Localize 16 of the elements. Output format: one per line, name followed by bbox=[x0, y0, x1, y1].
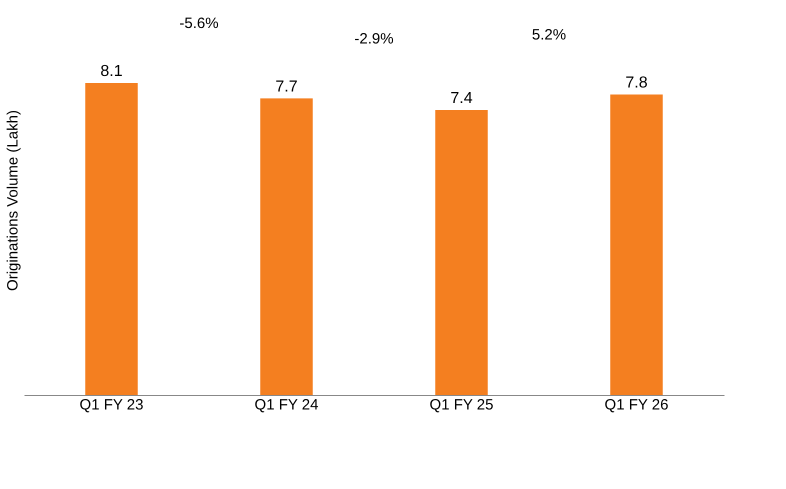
bar bbox=[435, 110, 488, 395]
data-label: 7.4 bbox=[450, 90, 473, 107]
data-label: 7.8 bbox=[625, 74, 648, 92]
bar bbox=[260, 98, 313, 395]
x-tick-label: Q1 FY 24 bbox=[254, 396, 318, 414]
x-tick-label: Q1 FY 25 bbox=[430, 396, 494, 414]
x-tick-label: Q1 FY 23 bbox=[80, 396, 144, 414]
text: 5.2% bbox=[532, 26, 566, 44]
data-label: 7.7 bbox=[275, 78, 298, 96]
data-label: 8.1 bbox=[100, 63, 123, 80]
x-tick-label: Q1 FY 26 bbox=[604, 396, 668, 414]
text: -5.6% bbox=[179, 15, 219, 32]
bar bbox=[610, 94, 663, 395]
bar bbox=[85, 83, 138, 395]
y-axis-title: Originations Volume (Lakh) bbox=[4, 110, 22, 291]
text: -2.9% bbox=[354, 30, 394, 48]
